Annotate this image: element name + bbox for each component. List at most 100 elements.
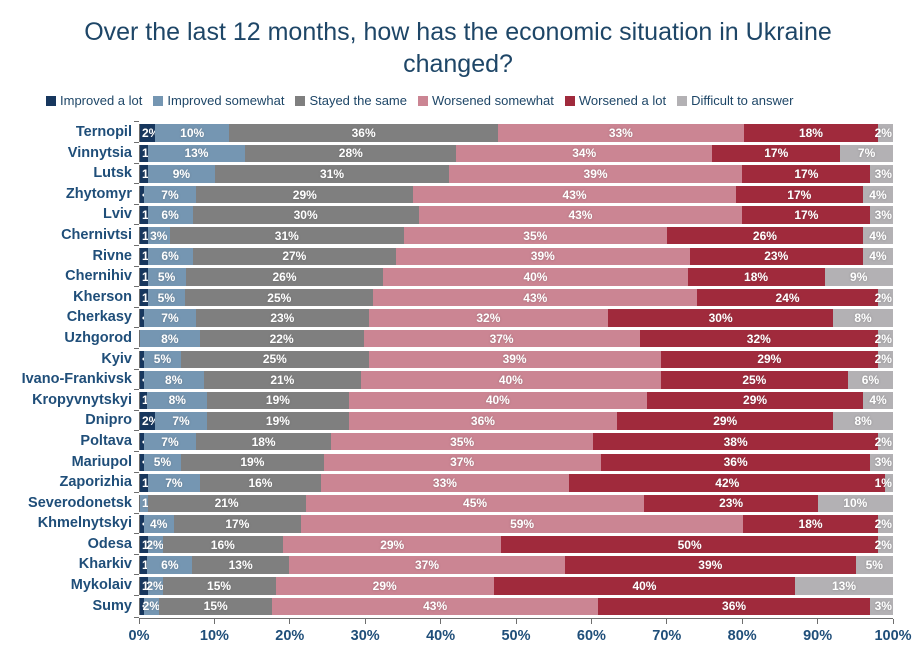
stacked-bar: <1%7%29%43%17%4% [134,183,893,204]
bar-segment-improved-somewhat: 2% [146,535,164,554]
category-label: Uzhgorod [64,329,132,346]
value-label: 2% [874,290,892,305]
stacked-bar: <1%4%17%59%18%2% [134,512,893,533]
stacked-bar: <1%2%15%43%36%3% [134,595,893,619]
chart-row: Poltava<1%7%18%35%38%2% [0,430,893,451]
value-label: 5% [157,290,175,305]
bar-segment-worsened-a-lot: 23% [644,494,818,513]
bar-segment-improved-somewhat: 5% [147,288,186,307]
chart-row: Chernihiv 1%5% 26% 40% 18% 9% [0,265,893,286]
bar-segment-stayed-the-same: 31% [170,226,404,245]
value-label: 23% [719,496,744,511]
value-label: 9% [850,269,868,284]
value-label: 31% [274,228,299,243]
value-label: 34% [572,146,597,161]
bar-segment-stayed-the-same: 15% [162,577,276,595]
stacked-bar: <1%5%19%37%36%3% [134,450,893,471]
x-axis-label: 60% [576,628,606,645]
chart-row: Lviv 1%6% 30% 43% 17% 3% [0,203,893,224]
value-label: 36% [470,414,495,429]
bar-segment-stayed-the-same: 16% [200,474,321,492]
x-axis-tick [666,619,668,625]
legend-swatch-icon [46,95,56,106]
bar-segment-worsened-a-lot: 29% [660,350,878,369]
chart-row: Kherson 1%5% 25% 43% 24% 2% [0,286,893,307]
value-label: 40% [523,269,548,284]
bar-segment-improved-a-lot: 1% [140,144,159,163]
category-label: Khmelnytskyi [37,515,132,532]
value-label: 7% [165,475,183,490]
bar-segment-worsened-somewhat: 32% [368,309,609,327]
x-axis-label: 100% [874,628,912,645]
bar-segment-worsened-a-lot: 23% [689,247,863,266]
value-label: 2% [142,599,161,614]
y-axis-tick [134,162,139,164]
chart-row: Uzhgorod 8% 22% 37% 32% 2% [0,327,893,348]
bar-segment-worsened-somewhat: 34% [456,144,713,163]
value-label: 29% [372,578,397,593]
value-label: 10% [843,496,868,511]
legend-item-1: Improved somewhat [153,93,284,108]
value-label: 18% [251,434,276,449]
bar-segment-stayed-the-same: 30% [192,206,419,224]
value-label: 31% [319,166,344,181]
bar-segment-worsened-somewhat: 39% [395,247,690,266]
value-label: 43% [423,599,448,614]
value-label: 25% [267,290,292,305]
value-label: 50% [677,537,702,552]
chart-row: Severodonetsk 1% 21% 45% 23% 10% [0,492,893,513]
value-label: 16% [248,475,273,490]
stacked-bar: 1% 9% 31% 39% 17% 3% [134,162,893,183]
value-label: 2% [874,537,892,552]
x-axis-label: 80% [727,628,757,645]
bar-segment-stayed-the-same: 21% [147,494,306,513]
value-label: 23% [764,249,789,264]
value-label: 38% [723,434,748,449]
bar-segment-stayed-the-same: 19% [207,412,349,430]
bar-segment-stayed-the-same: 29% [196,185,414,204]
bar-segment-difficult-to-answer: 2% [874,288,893,307]
category-label: Mykolaiv [70,577,132,594]
value-label: 26% [272,269,297,284]
legend-item-5: Difficult to answer [677,93,793,108]
value-label: 7% [857,146,876,161]
value-label: 6% [161,558,179,573]
value-label: 25% [262,352,287,367]
bar-segment-worsened-a-lot: 17% [742,206,871,224]
bar-segment-difficult-to-answer: 4% [862,247,893,266]
bar-segment-improved-somewhat: 7% [147,474,201,492]
value-label: 2% [874,352,892,367]
bar-segment-improved-somewhat: 7% [143,185,197,204]
bar-segment-improved-somewhat: 5% [143,453,182,471]
bar-segment-worsened-somewhat: 39% [368,350,661,369]
value-label: 13% [831,578,856,593]
bar-segment-worsened-somewhat: 43% [272,597,598,616]
category-label: Severodonetsk [28,494,132,511]
value-label: 7% [172,414,190,429]
chart-row: Kropyvnytskyi 1% 8% 19% 40% 29% 4% [0,389,893,410]
value-label: 29% [292,187,317,202]
bar-segment-stayed-the-same: 25% [181,350,369,369]
y-axis-tick [134,492,139,494]
x-axis-label: 70% [652,628,682,645]
bar-segment-difficult-to-answer: 2% [875,432,893,451]
value-label: 37% [414,558,440,573]
stacked-bar: 1%5% 25% 43% 24% 2% [134,286,893,307]
stacked-bar: 1%3% 31% 35% 26% 4% [134,224,893,245]
category-label: Mariupol [71,453,132,470]
value-label: 39% [583,166,608,181]
value-label: 19% [265,393,290,408]
x-axis-label: 90% [803,628,833,645]
bar-segment-stayed-the-same: 31% [215,165,449,183]
chart-row: Mariupol<1%5%19%37%36%3% [0,450,893,471]
chart-row: Zaporizhia 1% 7% 16% 33% 42% 1% [0,471,893,492]
y-axis-tick [134,430,139,432]
value-label: 2% [874,125,892,140]
bar-segment-difficult-to-answer: 4% [862,185,893,204]
chart-row: Sumy<1%2%15%43%36%3% [0,595,893,619]
bar-segment-worsened-a-lot: 50% [501,535,878,554]
bar-segment-worsened-a-lot: 29% [646,391,864,410]
bar-segment-worsened-a-lot: 18% [687,268,825,286]
value-label: 37% [450,455,475,470]
x-axis-label: 40% [426,628,456,645]
